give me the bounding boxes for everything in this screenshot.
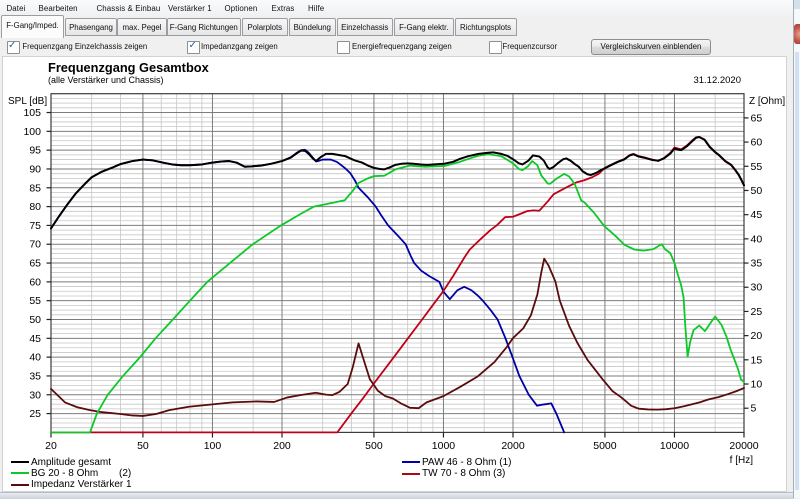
y-right-tick-label: 5 (751, 403, 757, 415)
y-left-tick-label: 105 (23, 107, 41, 119)
y-left-tick-label: 60 (29, 276, 41, 288)
x-tick-label: 50 (137, 440, 149, 452)
y-right-tick-label: 20 (751, 330, 763, 342)
y-left-tick-label: 30 (29, 389, 41, 401)
x-tick-label: 500 (365, 440, 383, 452)
legend-label: PAW 46 - 8 Ohm (1) (422, 457, 511, 468)
axis-label-f: f [Hz] (730, 455, 754, 466)
axis-label-spl: SPL [dB] (8, 96, 47, 107)
y-right-tick-label: 65 (751, 112, 763, 124)
legend-channel-number: (2) (119, 468, 131, 479)
y-left-tick-label: 55 (29, 295, 41, 307)
y-left-tick-label: 100 (23, 126, 41, 138)
tab-f-gang-imped-[interactable]: F-Gang/Imped. (1, 15, 64, 38)
x-tick-label: 2000 (501, 440, 525, 452)
y-right-tick-label: 10 (751, 379, 763, 391)
y-left-tick-label: 65 (29, 258, 41, 270)
legend-line-sample (11, 484, 29, 486)
x-tick-label: 5000 (593, 440, 617, 452)
legend-line-sample (11, 461, 29, 463)
y-right-tick-label: 55 (751, 161, 763, 173)
x-tick-label: 100 (204, 440, 222, 452)
curve-bg-20-8-ohm-2- (51, 154, 744, 432)
x-tick-label: 200 (273, 440, 291, 452)
y-right-tick-label: 15 (751, 354, 763, 366)
legend-label: BG 20 - 8 Ohm (31, 468, 98, 479)
y-left-tick-label: 45 (29, 333, 41, 345)
x-tick-label: 20 (45, 440, 57, 452)
legend-line-sample (402, 473, 420, 475)
y-right-tick-label: 30 (751, 282, 763, 294)
window-glass-top (794, 0, 800, 9)
y-left-tick-label: 75 (29, 220, 41, 232)
y-right-tick-label: 35 (751, 258, 763, 270)
window-glass-strip (795, 52, 799, 490)
y-right-tick-label: 50 (751, 185, 763, 197)
y-left-tick-label: 40 (29, 352, 41, 364)
legend-line-sample (11, 472, 29, 474)
y-left-tick-label: 50 (29, 314, 41, 326)
legend-label: Amplitude gesamt (31, 457, 111, 468)
y-left-tick-label: 85 (29, 182, 41, 194)
y-right-tick-label: 40 (751, 233, 763, 245)
y-left-tick-label: 80 (29, 201, 41, 213)
y-right-tick-label: 60 (751, 137, 763, 149)
y-left-tick-label: 35 (29, 370, 41, 382)
curve-tw-70-8-ohm-3- (51, 137, 744, 432)
y-left-tick-label: 90 (29, 163, 41, 175)
legend-label: TW 70 - 8 Ohm (3) (422, 468, 505, 479)
y-right-tick-label: 45 (751, 209, 763, 221)
legend-label: Impedanz Verstärker 1 (31, 479, 132, 490)
x-tick-label: 20000 (729, 440, 758, 452)
close-button-fragment (794, 24, 800, 44)
y-left-tick-label: 25 (29, 408, 41, 420)
y-left-tick-label: 95 (29, 145, 41, 157)
x-tick-label: 1000 (432, 440, 456, 452)
x-tick-label: 10000 (660, 440, 689, 452)
legend-line-sample (402, 461, 420, 463)
axis-label-z: Z [Ohm] (749, 96, 785, 107)
y-right-tick-label: 25 (751, 306, 763, 318)
y-left-tick-label: 70 (29, 239, 41, 251)
